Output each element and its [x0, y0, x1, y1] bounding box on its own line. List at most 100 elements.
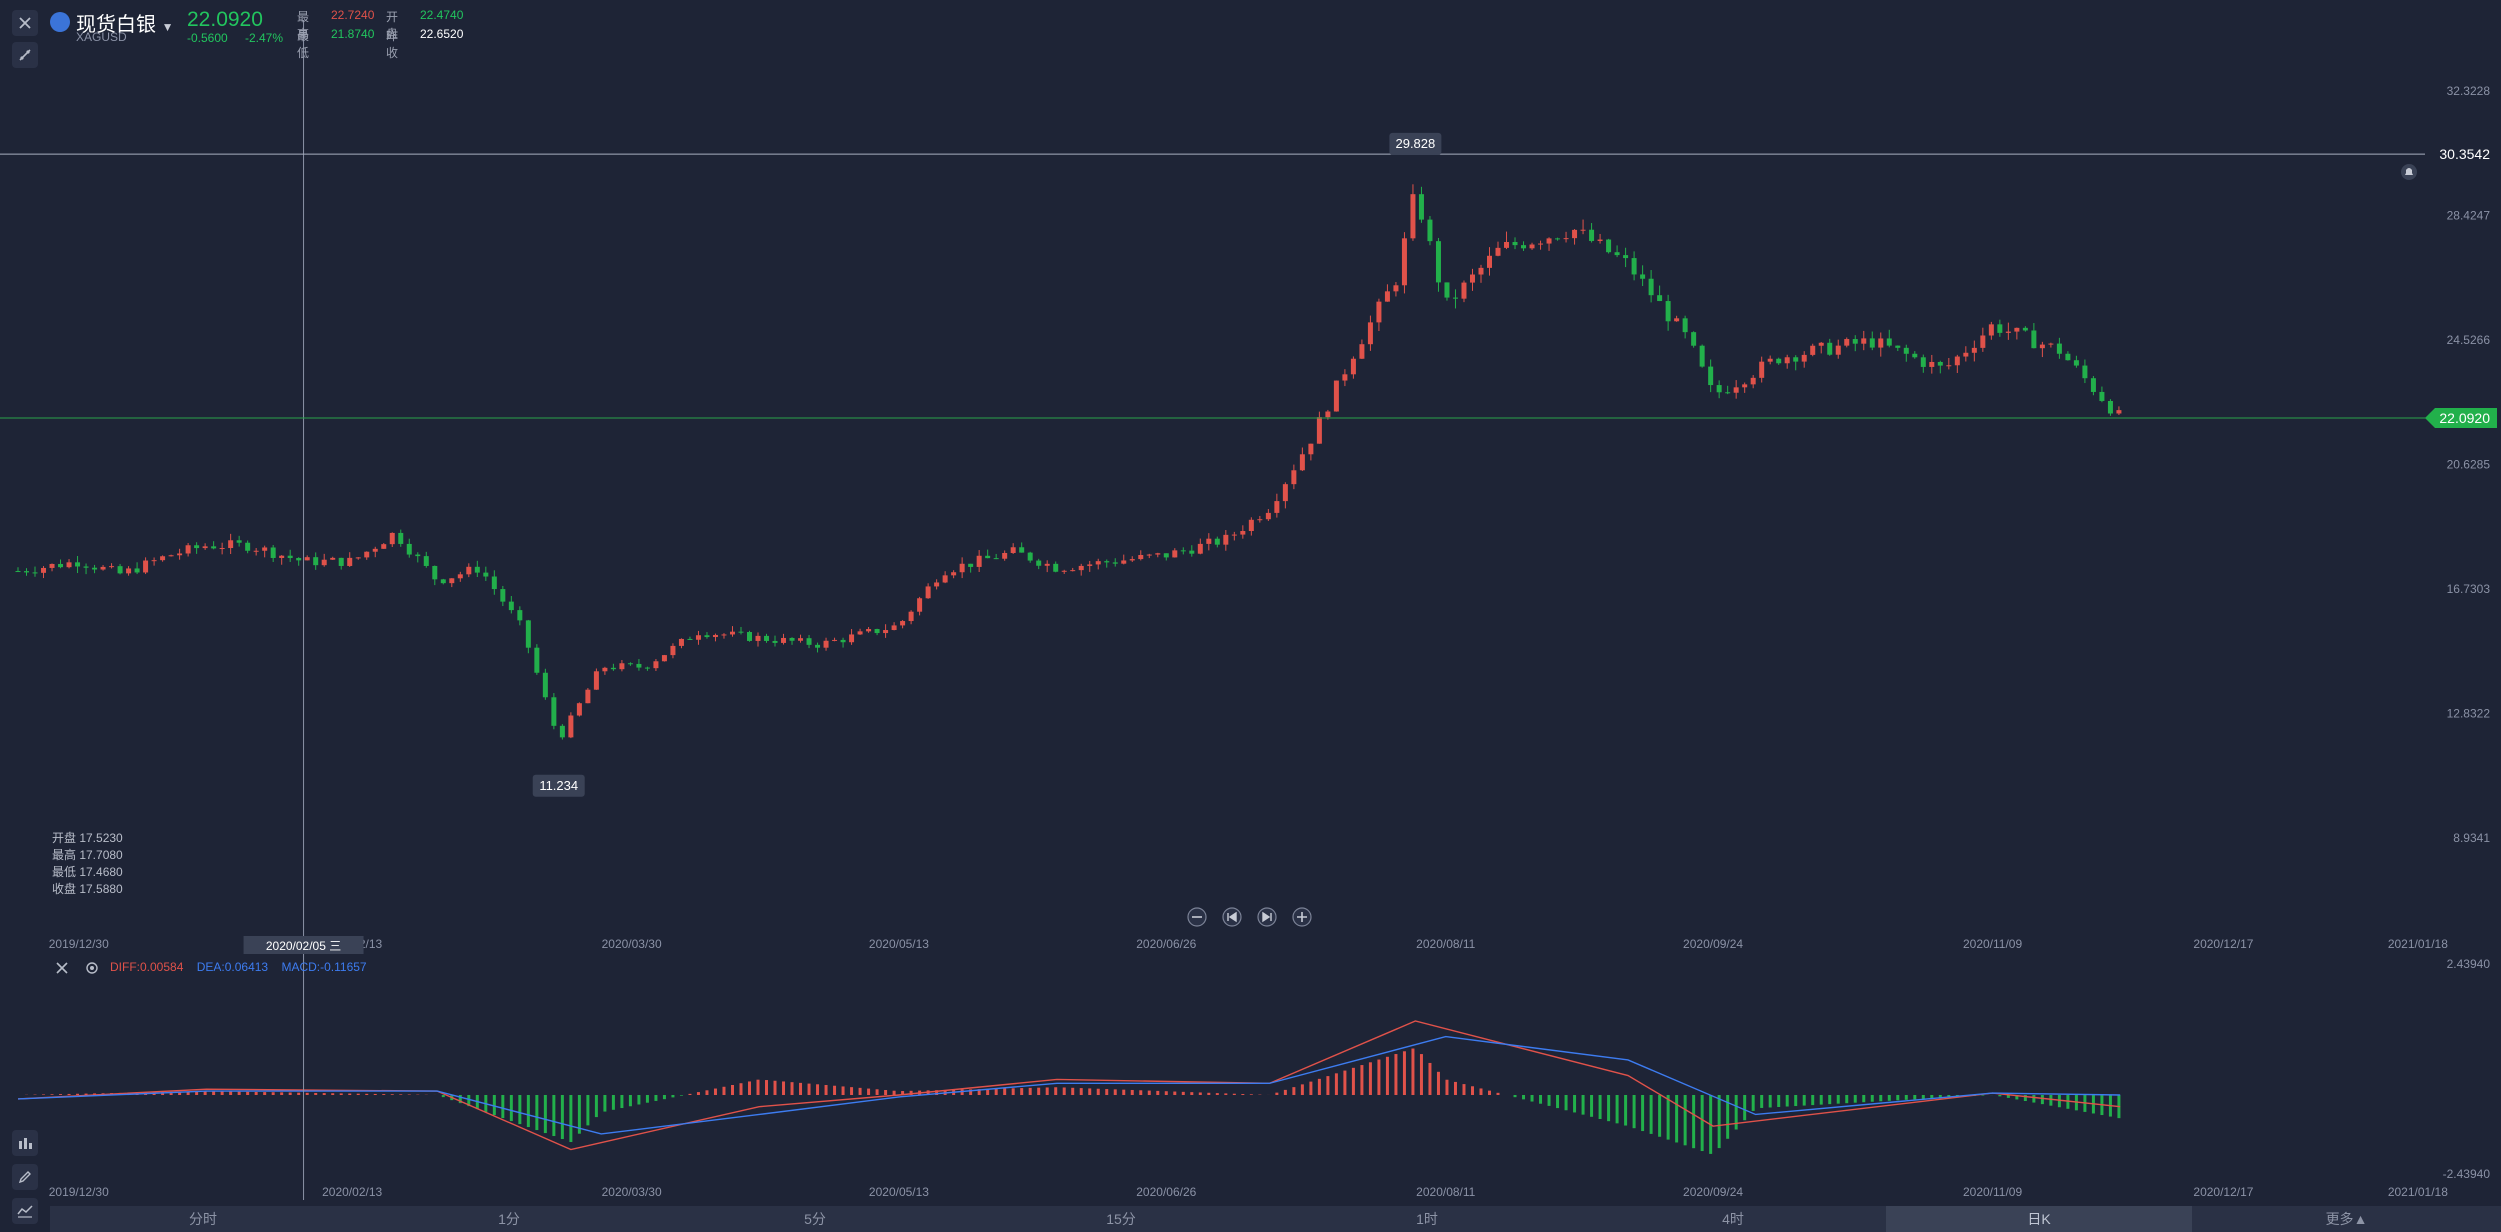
candle-body[interactable] — [993, 558, 999, 560]
candle-body[interactable] — [1640, 274, 1646, 279]
candle-body[interactable] — [1623, 255, 1629, 259]
candle-body[interactable] — [279, 555, 285, 558]
candle-body[interactable] — [517, 610, 523, 621]
candle-body[interactable] — [92, 567, 98, 570]
candle-body[interactable] — [75, 562, 81, 567]
close-icon[interactable] — [12, 10, 38, 36]
candle-body[interactable] — [1750, 377, 1756, 385]
candle-body[interactable] — [134, 568, 140, 573]
candle-body[interactable] — [1435, 241, 1441, 283]
candle-body[interactable] — [840, 639, 846, 643]
candle-body[interactable] — [1121, 560, 1127, 564]
tab-1min[interactable]: 1分 — [498, 1211, 520, 1227]
candle-body[interactable] — [917, 598, 923, 612]
candle-body[interactable] — [1767, 358, 1773, 362]
candle-body[interactable] — [449, 578, 455, 584]
candle-body[interactable] — [525, 620, 531, 648]
candle-body[interactable] — [381, 544, 387, 549]
candle-body[interactable] — [2056, 343, 2062, 354]
candle-body[interactable] — [976, 555, 982, 567]
candle-body[interactable] — [440, 579, 446, 584]
candle-body[interactable] — [1231, 534, 1237, 536]
candle-body[interactable] — [1572, 229, 1578, 239]
candle-body[interactable] — [151, 560, 157, 562]
candle-body[interactable] — [100, 566, 106, 570]
candle-body[interactable] — [857, 631, 863, 635]
candle-body[interactable] — [1384, 291, 1390, 302]
candle-body[interactable] — [432, 565, 438, 580]
chart-type-icon[interactable] — [12, 1198, 38, 1224]
candle-body[interactable] — [1538, 243, 1544, 245]
candle-body[interactable] — [849, 634, 855, 643]
candle-body[interactable] — [772, 640, 778, 643]
candle-body[interactable] — [1529, 244, 1535, 249]
candle-body[interactable] — [1282, 484, 1288, 502]
candle-body[interactable] — [1589, 229, 1595, 241]
candle-body[interactable] — [1878, 338, 1884, 348]
candle-body[interactable] — [1036, 560, 1042, 566]
candle-body[interactable] — [1555, 238, 1561, 240]
candle-body[interactable] — [160, 556, 166, 561]
candle-body[interactable] — [593, 671, 599, 690]
candle-body[interactable] — [1648, 278, 1654, 296]
tab-more[interactable]: 更多▲ — [2325, 1211, 2368, 1227]
candle-body[interactable] — [1504, 242, 1510, 248]
candle-body[interactable] — [304, 557, 310, 561]
tab-daily[interactable]: 日K — [1886, 1206, 2192, 1232]
candle-body[interactable] — [1350, 358, 1356, 375]
candle-body[interactable] — [1061, 570, 1067, 572]
candle-body[interactable] — [1776, 358, 1782, 364]
candle-body[interactable] — [126, 568, 132, 574]
candle-body[interactable] — [398, 532, 404, 544]
candle-body[interactable] — [1563, 238, 1569, 240]
candle-body[interactable] — [1912, 353, 1918, 358]
candle-body[interactable] — [2116, 410, 2122, 414]
candle-body[interactable] — [41, 567, 47, 573]
candle-body[interactable] — [1452, 297, 1458, 299]
candle-body[interactable] — [610, 667, 616, 670]
tab-5min[interactable]: 5分 — [804, 1211, 826, 1227]
candle-body[interactable] — [1163, 553, 1169, 558]
candle-body[interactable] — [568, 715, 574, 738]
candle-body[interactable] — [687, 638, 693, 640]
candle-body[interactable] — [1937, 361, 1943, 366]
candle-body[interactable] — [985, 555, 991, 559]
candle-body[interactable] — [2065, 353, 2071, 361]
tab-fenshi[interactable]: 分时 — [189, 1211, 217, 1227]
candle-body[interactable] — [58, 563, 64, 568]
macd-close-icon[interactable] — [54, 960, 70, 981]
candle-body[interactable] — [1835, 345, 1841, 355]
candle-body[interactable] — [1861, 338, 1867, 344]
candle-body[interactable] — [15, 571, 21, 573]
candle-body[interactable] — [815, 644, 821, 648]
tab-4hour[interactable]: 4时 — [1722, 1211, 1744, 1227]
candle-body[interactable] — [270, 547, 276, 558]
candle-body[interactable] — [202, 546, 208, 549]
candle-body[interactable] — [883, 630, 889, 634]
candle-body[interactable] — [1784, 357, 1790, 364]
candle-body[interactable] — [66, 562, 72, 568]
candle-body[interactable] — [2005, 331, 2011, 333]
candle-body[interactable] — [1206, 538, 1212, 544]
candle-body[interactable] — [1886, 338, 1892, 346]
indicator-icon[interactable] — [12, 1130, 38, 1156]
candle-body[interactable] — [1155, 553, 1161, 555]
candle-body[interactable] — [1963, 352, 1969, 357]
candle-body[interactable] — [2031, 330, 2037, 349]
candle-body[interactable] — [1869, 338, 1875, 348]
candle-body[interactable] — [508, 601, 514, 611]
candle-body[interactable] — [695, 635, 701, 640]
candle-body[interactable] — [559, 725, 565, 738]
candle-body[interactable] — [551, 697, 557, 726]
candle-body[interactable] — [1265, 512, 1271, 520]
candle-body[interactable] — [1512, 242, 1518, 246]
candle-body[interactable] — [1172, 550, 1178, 558]
candle-body[interactable] — [1376, 301, 1382, 323]
candle-body[interactable] — [1682, 318, 1688, 333]
candle-body[interactable] — [1027, 552, 1033, 561]
candle-body[interactable] — [168, 555, 174, 557]
candle-body[interactable] — [1393, 285, 1399, 292]
candle-body[interactable] — [1691, 332, 1697, 346]
candle-body[interactable] — [185, 545, 191, 554]
candle-body[interactable] — [219, 548, 225, 550]
